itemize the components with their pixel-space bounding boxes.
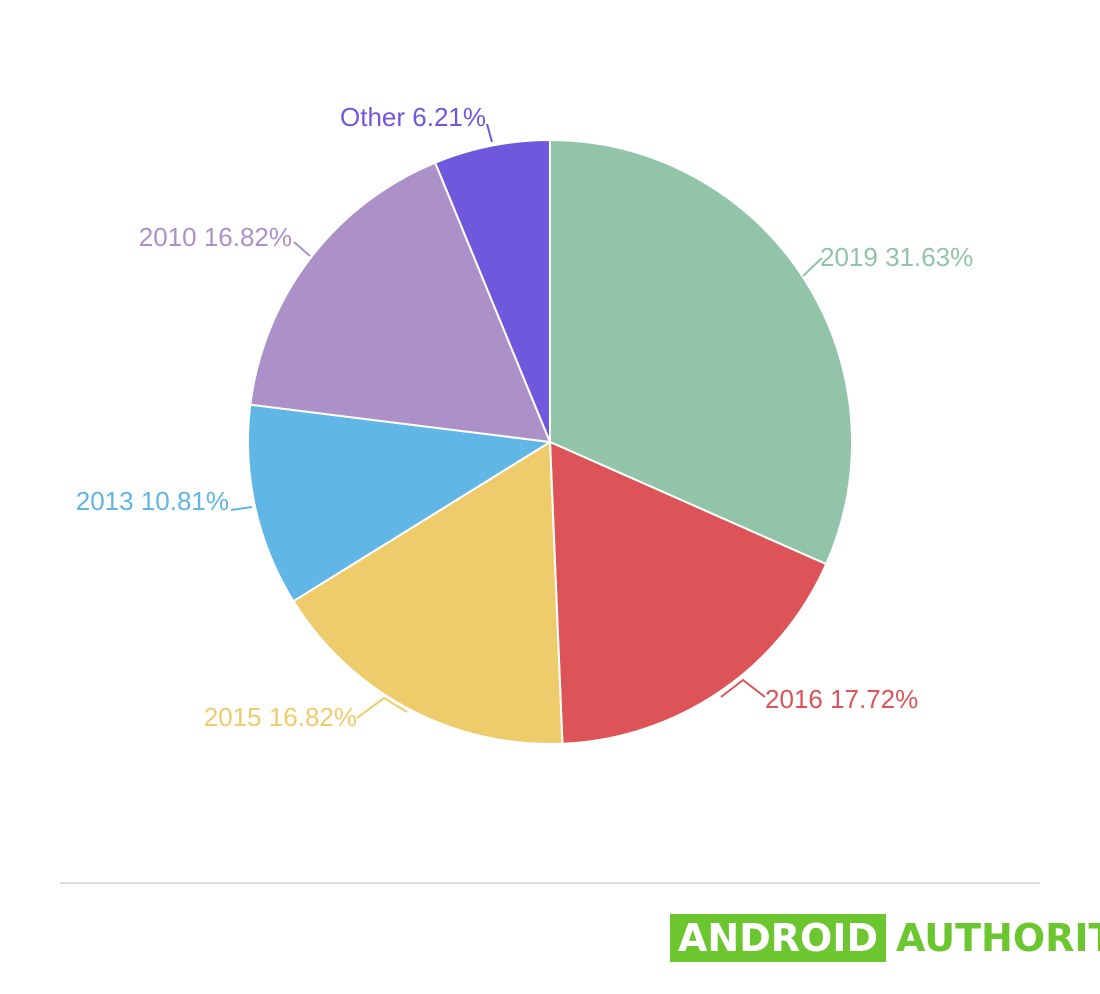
pie-slice-2	[292, 441, 564, 745]
pie-slices	[247, 139, 853, 745]
pie-slice-1	[549, 441, 828, 745]
footer-divider	[60, 882, 1040, 884]
leader-line-3	[230, 506, 253, 511]
leader-line-5	[486, 123, 493, 143]
leader-line-4	[293, 241, 311, 257]
slice-label-5: Other 6.21%	[340, 102, 486, 132]
slice-label-3: 2013 10.81%	[76, 486, 229, 516]
label-leader-lines	[230, 123, 823, 719]
pie-slice-0	[549, 139, 853, 566]
slice-labels: 2019 31.63% 2016 17.72% 2015 16.82% 2013 10…	[76, 102, 974, 732]
slice-label-0: 2019 31.63%	[820, 242, 973, 272]
leader-line-1	[720, 678, 766, 698]
slice-label-4: 2010 16.82%	[139, 222, 292, 252]
pie-slice-5	[434, 139, 551, 443]
android-authority-logo: ANDROID AUTHORITY	[670, 914, 1100, 962]
pie-slice-3	[247, 403, 551, 603]
logo-box-android: ANDROID	[670, 914, 887, 962]
logo-text-authority: AUTHORITY	[896, 916, 1100, 960]
slice-label-2: 2015 16.82%	[204, 702, 357, 732]
leader-line-0	[802, 257, 823, 277]
leader-line-2	[356, 696, 408, 719]
slice-label-1: 2016 17.72%	[765, 684, 918, 714]
pie-slice-4	[249, 161, 551, 443]
